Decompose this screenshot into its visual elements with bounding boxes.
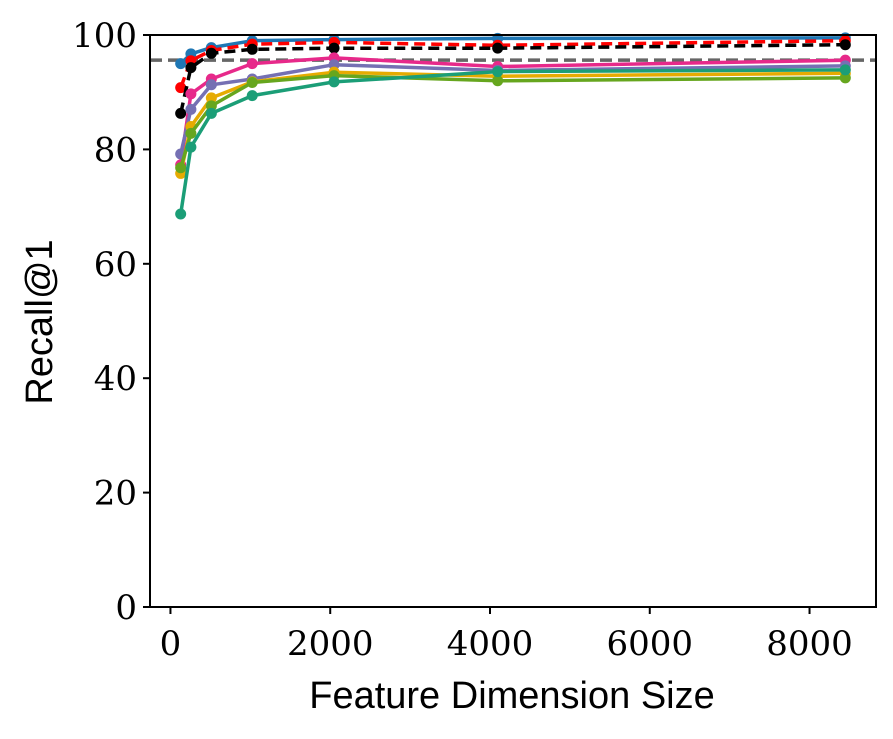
series-8-point bbox=[205, 107, 217, 119]
series-8-point bbox=[492, 66, 504, 78]
series-8-point bbox=[839, 64, 851, 76]
y-tick-label: 80 bbox=[94, 130, 137, 170]
plot-area: 0 2000 4000 6000 8000 0 20 40 60 80 100 bbox=[72, 16, 877, 664]
series-1-point bbox=[175, 58, 187, 70]
series-3-point bbox=[175, 107, 187, 119]
y-tick-label: 60 bbox=[94, 245, 137, 285]
series-7-point bbox=[185, 127, 197, 139]
x-tick-label: 0 bbox=[160, 624, 182, 664]
series-6-point bbox=[205, 92, 217, 104]
series-7-point bbox=[175, 162, 187, 174]
series-line-8 bbox=[178, 68, 846, 215]
series-8-point bbox=[185, 141, 197, 153]
y-tick-label: 40 bbox=[94, 359, 137, 399]
x-tick-label: 4000 bbox=[447, 624, 534, 664]
y-tick-label: 20 bbox=[94, 474, 137, 514]
x-tick-label: 8000 bbox=[766, 624, 853, 664]
series-8-point bbox=[175, 208, 187, 220]
series-4-point bbox=[185, 88, 197, 100]
x-axis-label: Feature Dimension Size bbox=[309, 675, 715, 717]
series-8-point bbox=[328, 76, 340, 88]
series-5-point bbox=[185, 103, 197, 115]
series-7-point bbox=[246, 76, 258, 88]
series-3-point bbox=[205, 47, 217, 59]
series-4-point bbox=[246, 58, 258, 70]
series-3-point bbox=[246, 43, 258, 55]
y-axis-label: Recall@1 bbox=[19, 239, 61, 404]
series-5-point bbox=[205, 79, 217, 91]
series-7-point bbox=[492, 75, 504, 87]
y-tick-label: 0 bbox=[115, 588, 137, 628]
x-tick-label: 6000 bbox=[606, 624, 693, 664]
series-7-point bbox=[839, 72, 851, 84]
x-tick-label: 2000 bbox=[287, 624, 374, 664]
plot-frame bbox=[149, 34, 877, 608]
series-3-point bbox=[492, 42, 504, 54]
series-line-6 bbox=[178, 70, 846, 174]
series-8-point bbox=[246, 90, 258, 102]
series-3-point bbox=[328, 42, 340, 54]
series-3-point bbox=[839, 39, 851, 51]
series-3-point bbox=[185, 62, 197, 74]
series-2-point bbox=[175, 82, 187, 94]
y-tick-label: 100 bbox=[72, 16, 137, 56]
